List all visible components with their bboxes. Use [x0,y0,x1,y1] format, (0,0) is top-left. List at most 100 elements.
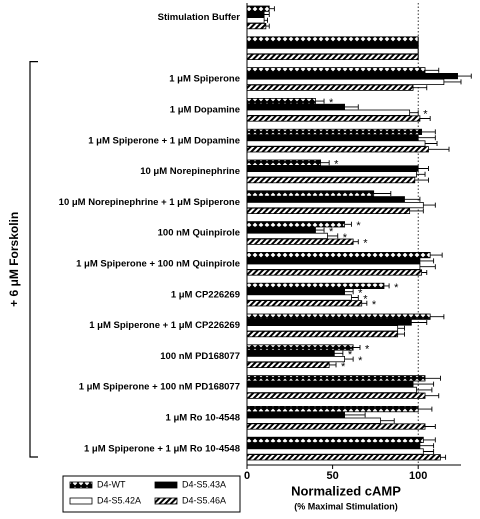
error-bar [397,325,405,331]
error-bar [418,406,433,412]
category-label: 1 μM Spiperone + 100 nM PD168077 [79,382,240,393]
error-bar [416,171,426,177]
error-bar [418,135,436,141]
bar [246,257,421,265]
error-bar [269,6,275,12]
error-bar [361,300,368,306]
bar [246,98,316,105]
bar [246,319,412,326]
bar [246,300,363,307]
error-bar [457,73,472,79]
legend-swatch [154,497,178,505]
bar [246,128,423,135]
bar [246,350,335,357]
legend-swatch [69,481,93,489]
category-label: 100 nM Quinpirole [158,228,240,239]
error-bar [264,12,270,17]
error-bar [344,356,354,362]
category-label: 100 nM PD168077 [160,351,240,362]
error-bar [329,362,337,368]
bar [246,115,421,122]
bar [246,196,405,203]
error-bar [344,412,366,418]
bar [246,176,416,184]
bar [246,263,421,270]
bar [246,330,399,338]
error-bar [380,418,395,424]
category-label: 10 μM Norepinephrine [140,166,240,177]
error-bar [411,320,428,325]
bar [246,282,385,290]
error-bar [423,437,436,443]
error-bar [344,289,354,295]
error-bar [373,191,392,196]
legend-label: D4-S5.46A [182,495,226,505]
error-bar [419,443,435,449]
category-label: 1 μM Spiperone [169,74,240,85]
error-bar [353,239,359,245]
bar [246,134,419,141]
bar [246,380,414,388]
bar [246,109,411,116]
bar [246,313,431,320]
significance-mark: * [343,232,348,244]
error-bar [425,67,440,73]
error-bar [327,233,339,239]
error-bar [409,208,424,214]
bar [246,423,426,430]
category-label: 1 μM Spiperone + 1 μM Ro 10-4548 [84,443,240,454]
significance-mark: * [341,361,346,373]
error-bar [353,345,361,350]
x-tick-label: 0 [244,470,250,482]
legend-label: D4-WT [97,479,126,489]
bar [246,361,330,369]
error-bar [419,264,436,270]
bar [246,190,375,197]
bar [246,232,328,239]
significance-mark: * [363,238,368,250]
significance-mark: * [348,349,353,361]
category-label: 1 μM Ro 10-4548 [166,413,240,424]
bar [246,36,419,43]
bar [246,17,265,24]
error-bar [320,160,330,166]
bar [246,417,381,424]
category-label: 10 μM Norepinephrine + 1 μM Spiperone [59,197,240,208]
significance-mark: * [334,159,339,171]
bar [246,411,345,419]
bar [246,201,424,209]
significance-mark: * [329,226,334,238]
error-bar [430,314,445,320]
bar [246,436,424,444]
error-bar [428,146,450,152]
error-bar [383,283,390,289]
bar [246,238,354,245]
bar [246,67,426,74]
error-bar [425,424,436,429]
bar [246,48,419,55]
bar [246,405,419,413]
error-bar [423,202,436,208]
significance-mark: * [423,109,428,121]
significance-mark: * [329,97,334,109]
category-label: 1 μM Spiperone + 100 nM Quinpirole [76,259,240,270]
significance-mark: * [365,343,370,355]
category-label: Stimulation Buffer [158,12,241,23]
error-bar [315,98,325,104]
error-bar [344,221,352,227]
bar [246,42,419,49]
bar [246,355,345,363]
bar [246,269,423,276]
error-bar [264,17,268,23]
error-bar [425,141,438,146]
error-bar [397,331,405,337]
category-label: 1 μM Dopamine [170,105,240,116]
error-bar [440,454,447,460]
bar [246,11,265,18]
error-bar [421,129,436,135]
bar [246,140,426,147]
error-bar [419,258,435,264]
bar [246,375,426,382]
error-bar [419,116,431,121]
